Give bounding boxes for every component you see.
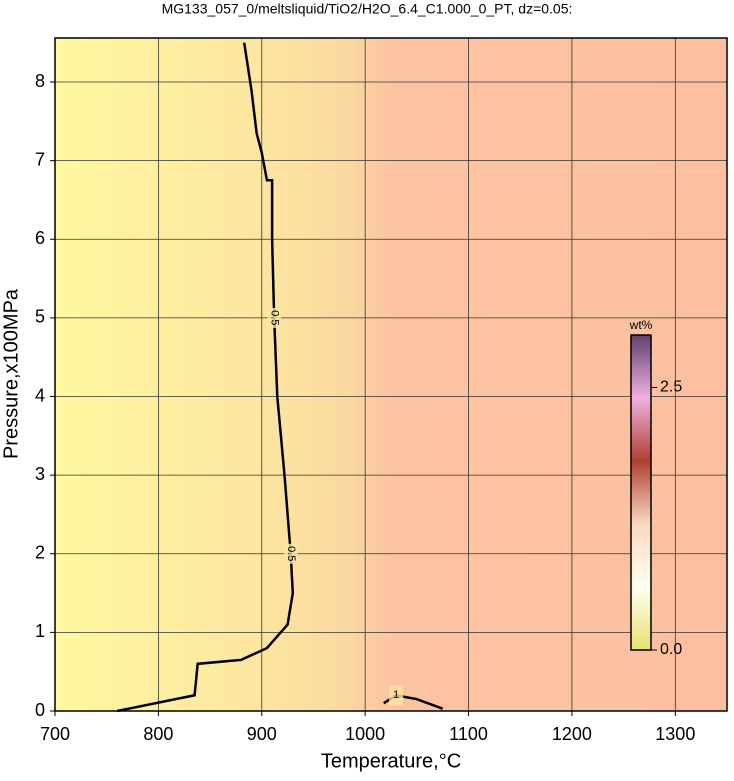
- y-tick-label: 7: [35, 149, 45, 169]
- x-tick-label: 1000: [345, 724, 385, 744]
- x-tick-label: 1200: [552, 724, 592, 744]
- y-tick-label: 4: [35, 385, 45, 405]
- y-tick-label: 3: [35, 464, 45, 484]
- contour-label-bg: [267, 307, 282, 328]
- colorbar-label: wt%: [629, 318, 653, 332]
- colorbar: [630, 334, 652, 651]
- y-tick-label: 8: [35, 71, 45, 91]
- y-tick-label: 5: [35, 307, 45, 327]
- contour-label: 1: [393, 689, 399, 701]
- y-tick-label: 6: [35, 228, 45, 248]
- plot-frame: [54, 37, 728, 712]
- y-tick-label: 0: [35, 700, 45, 720]
- x-tick-label: 1100: [449, 724, 488, 744]
- x-tick-label: 1300: [655, 724, 695, 744]
- contour-label: 0.5: [268, 310, 280, 325]
- colorbar-tick-label: 2.5: [660, 379, 682, 396]
- contour-label: 0.5: [285, 546, 297, 561]
- contour-line: [116, 42, 295, 713]
- y-tick-label: 1: [35, 621, 45, 641]
- y-tick-label: 2: [35, 543, 45, 563]
- chart-title: MG133_057_0/meltsliquid/TiO2/H2O_6.4_C1.…: [162, 1, 573, 17]
- x-tick-label: 900: [247, 724, 277, 744]
- contour-label-bg: [283, 543, 298, 564]
- plot-background: [55, 38, 727, 711]
- x-axis-label: Temperature,°C: [321, 750, 461, 772]
- x-tick-label: 800: [143, 724, 173, 744]
- colorbar-tick-label: 0.0: [660, 641, 682, 658]
- contour-label-bg: [389, 685, 404, 706]
- y-axis-label: Pressure,x100MPa: [0, 288, 22, 459]
- x-tick-label: 700: [40, 724, 70, 744]
